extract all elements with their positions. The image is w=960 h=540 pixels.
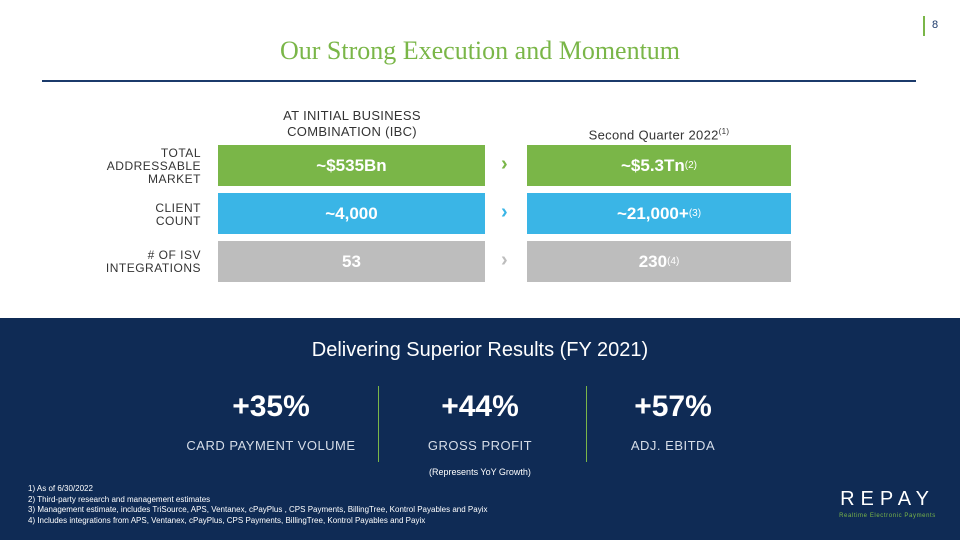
tam-ibc-box: ~$535Bn (218, 145, 485, 186)
column-header-ibc-line1: AT INITIAL BUSINESS (283, 108, 421, 123)
results-panel (0, 318, 960, 540)
client-ibc-box: ~4,000 (218, 193, 485, 234)
tam-q2-box: ~$5.3Tn (2) (527, 145, 791, 186)
logo-tagline: Realtime Electronic Payments (839, 513, 936, 519)
footnote: 3) Management estimate, includes TriSour… (28, 505, 488, 514)
stat-label: CARD PAYMENT VOLUME (186, 438, 356, 453)
stat-value: +35% (232, 390, 310, 423)
chevron-right-icon: › (501, 201, 508, 223)
client-q2-footnote: (3) (688, 208, 702, 219)
tam-ibc-value: ~$535Bn (316, 155, 387, 175)
column-header-q2-label: Second Quarter 2022 (588, 127, 719, 143)
tam-q2-value: ~$5.3Tn (620, 155, 685, 175)
stat-adj-ebitda: +57% ADJ. EBITDA (573, 390, 773, 453)
stat-label: GROSS PROFIT (427, 438, 533, 453)
row-label-client-count: CLIENT COUNT (90, 202, 201, 228)
row-label-isv-integrations: # OF ISV INTEGRATIONS (90, 249, 201, 275)
footnote: 2) Third-party research and management e… (28, 494, 211, 504)
footnotes: 1) As of 6/30/2022 2) Third-party resear… (28, 484, 488, 526)
results-heading: Delivering Superior Results (FY 2021) (311, 339, 649, 361)
yoy-note: (Represents YoY Growth) (429, 467, 531, 477)
stat-divider (378, 386, 379, 462)
chevron-right-icon: › (501, 153, 508, 175)
isv-q2-value: 230 (638, 251, 668, 271)
column-header-q2: Second Quarter 2022(1) (527, 124, 791, 143)
page-number: 8 (932, 19, 939, 31)
page-number-divider (923, 16, 925, 36)
isv-ibc-value: 53 (342, 251, 361, 271)
column-header-ibc-line2: COMBINATION (IBC) (287, 124, 417, 139)
client-q2-value: ~21,000+ (616, 203, 689, 223)
row-label-line: ADDRESSABLE (106, 159, 201, 173)
row-label-line: CLIENT (155, 201, 201, 215)
row-label-line: MARKET (147, 172, 201, 186)
stat-label: ADJ. EBITDA (630, 438, 716, 453)
footnote: 1) As of 6/30/2022 (28, 484, 93, 493)
stat-value: +57% (634, 390, 712, 423)
stat-card-payment-volume: +35% CARD PAYMENT VOLUME (171, 390, 371, 453)
footnote: 4) Includes integrations from APS, Venta… (28, 515, 426, 525)
row-label-line: # OF ISV (147, 248, 201, 262)
tam-q2-footnote: (2) (684, 160, 698, 171)
repay-logo: REPAY Realtime Electronic Payments (830, 488, 945, 519)
isv-ibc-box: 53 (218, 241, 485, 282)
isv-q2-footnote: (4) (667, 256, 680, 267)
row-label-line: TOTAL (160, 146, 201, 160)
column-header-ibc: AT INITIAL BUSINESS COMBINATION (IBC) (252, 108, 452, 140)
stat-value: +44% (441, 390, 519, 423)
stat-gross-profit: +44% GROSS PROFIT (380, 390, 580, 453)
logo-name: REPAY (840, 488, 935, 510)
stat-divider (586, 386, 587, 462)
isv-q2-box: 230 (4) (527, 241, 791, 282)
row-label-line: INTEGRATIONS (105, 261, 201, 275)
row-label-line: COUNT (155, 214, 201, 228)
chevron-right-icon: › (501, 249, 508, 271)
page-title: Our Strong Execution and Momentum (279, 36, 681, 65)
client-ibc-value: ~4,000 (325, 203, 378, 223)
client-q2-box: ~21,000+ (3) (527, 193, 791, 234)
row-label-tam: TOTAL ADDRESSABLE MARKET (90, 147, 201, 186)
title-divider (42, 80, 916, 82)
column-header-q2-footnote: (1) (718, 127, 730, 136)
